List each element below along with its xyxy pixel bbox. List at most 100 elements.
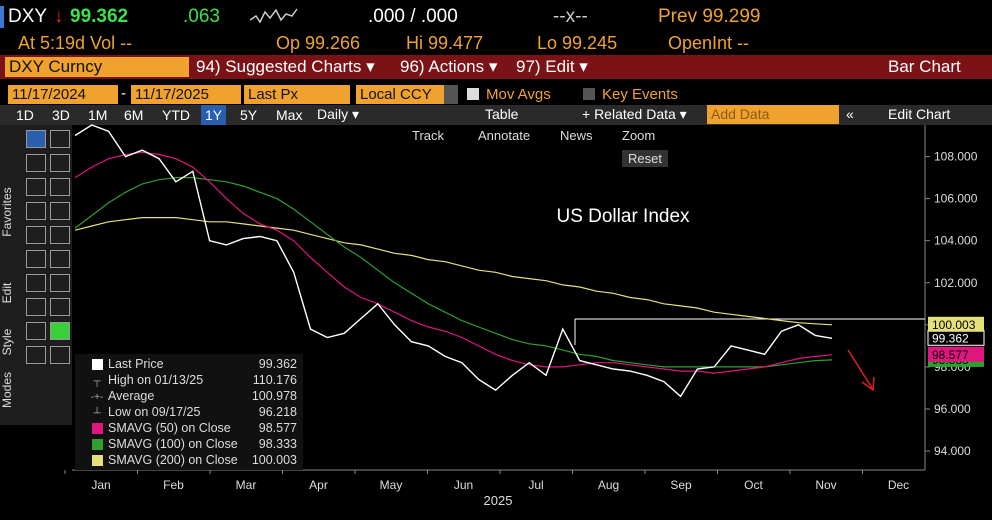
legend-value: 110.176 — [253, 373, 297, 387]
tool-button[interactable]: Reset — [622, 150, 668, 167]
legend-symbol: -+- — [91, 392, 104, 403]
tool-icon[interactable] — [26, 178, 46, 196]
x-tick-label: Jan — [91, 478, 110, 492]
price-tag — [928, 316, 984, 332]
legend-swatch — [92, 359, 103, 370]
tool-icon[interactable] — [26, 274, 46, 292]
last-price: 99.362 — [70, 6, 129, 27]
price-tag-label: 100.003 — [932, 318, 976, 332]
open: Op 99.266 — [276, 33, 361, 53]
tool-icon[interactable] — [26, 130, 46, 148]
series-line — [74, 151, 833, 374]
menu-item[interactable]: 94) Suggested Charts ▾ — [196, 57, 375, 76]
side-tab[interactable]: Style — [0, 328, 14, 356]
tool-button[interactable]: Annotate — [478, 128, 531, 143]
period-button[interactable]: Max — [276, 107, 303, 123]
change: .063 — [183, 6, 220, 27]
tool-icon[interactable] — [50, 226, 70, 244]
tool-icon[interactable] — [26, 346, 46, 364]
period-button[interactable]: 6M — [124, 107, 144, 123]
tool-icon[interactable] — [50, 322, 70, 340]
legend-value: 100.978 — [252, 389, 297, 403]
checkbox[interactable] — [467, 88, 479, 100]
legend-swatch — [92, 439, 103, 450]
high: Hi 99.477 — [406, 33, 484, 53]
tool-icon[interactable] — [26, 202, 46, 220]
security[interactable]: DXY Curncy — [5, 57, 189, 77]
key-events[interactable]: Key Events — [602, 86, 678, 103]
side-tab[interactable]: Edit — [0, 282, 14, 304]
legend-label: Average — [108, 389, 154, 403]
x-tick-label: Feb — [163, 478, 184, 492]
series-line — [74, 217, 833, 326]
period-button[interactable]: 1Y — [201, 105, 227, 125]
mov-avgs[interactable]: Mov Avgs — [486, 86, 551, 103]
tool-icon[interactable] — [50, 250, 70, 268]
menu-item[interactable]: 97) Edit ▾ — [516, 57, 588, 76]
frequency[interactable]: Daily ▾ — [317, 106, 360, 122]
x-axis-label: 2025 — [484, 493, 513, 508]
tool-icon[interactable] — [50, 274, 70, 292]
end-date[interactable]: 11/17/2025 — [131, 85, 241, 104]
period-button[interactable]: 3D — [52, 107, 70, 123]
x-tick-label: Jul — [528, 478, 543, 492]
period-button[interactable]: YTD — [162, 107, 190, 123]
tool-icon[interactable] — [26, 250, 46, 268]
price-tag-label: 98.577 — [932, 348, 969, 362]
collapse[interactable]: « — [846, 106, 854, 122]
date-dash: - — [121, 85, 126, 102]
dropdown[interactable] — [444, 85, 458, 104]
currency[interactable]: Local CCY — [356, 85, 446, 104]
legend-value: 98.577 — [259, 421, 297, 435]
tool-button[interactable]: Track — [412, 128, 445, 143]
tool-icon[interactable] — [26, 154, 46, 172]
field[interactable]: Last Px — [244, 85, 350, 104]
table[interactable]: Table — [485, 106, 519, 122]
tool-icon[interactable] — [50, 202, 70, 220]
side-tab[interactable]: Modes — [0, 371, 14, 409]
x-tick-label: Apr — [309, 478, 328, 492]
series-line — [74, 177, 833, 368]
tool-button[interactable]: Zoom — [622, 128, 656, 143]
tool-icon[interactable] — [50, 178, 70, 196]
tool-icon[interactable] — [26, 226, 46, 244]
sparkline-icon — [250, 8, 298, 24]
ticker: DXY — [8, 6, 48, 27]
period-button[interactable]: 1M — [88, 107, 108, 123]
period-button[interactable]: 5Y — [240, 107, 258, 123]
series-line — [74, 124, 833, 398]
bid-ask: .000 / .000 — [368, 6, 458, 27]
add-data[interactable]: Add Data — [707, 105, 839, 124]
tool-icon[interactable] — [26, 322, 46, 340]
x-tick-label: Jun — [454, 478, 473, 492]
legend-box — [75, 354, 303, 470]
tool-icon[interactable] — [50, 346, 70, 364]
prev: Prev 99.299 — [658, 6, 761, 27]
start-date[interactable]: 11/17/2024 — [8, 85, 118, 104]
price-tag-label: 99.362 — [932, 331, 969, 345]
side-tab[interactable]: Favorites — [0, 187, 14, 237]
chart-title: US Dollar Index — [556, 206, 690, 227]
related-data[interactable]: + Related Data ▾ — [582, 106, 687, 122]
edit-chart[interactable]: Edit Chart — [888, 106, 951, 122]
legend-label: Low on 09/17/25 — [108, 405, 200, 419]
tool-icon[interactable] — [50, 298, 70, 316]
x-tick-label: May — [380, 478, 403, 492]
legend-value: 98.333 — [259, 437, 297, 451]
period-button[interactable]: 1D — [16, 107, 34, 123]
tool-icon[interactable] — [50, 154, 70, 172]
legend-label: Last Price — [108, 357, 164, 371]
y-tick-label: 104.000 — [934, 234, 978, 248]
legend-value: 100.003 — [252, 453, 297, 467]
checkbox[interactable] — [583, 88, 595, 100]
menu-item[interactable]: 96) Actions ▾ — [400, 57, 498, 76]
tool-icon[interactable] — [26, 298, 46, 316]
tool-icon[interactable] — [50, 130, 70, 148]
legend-symbol: ┴ — [92, 406, 101, 419]
x-tick-label: Mar — [236, 478, 257, 492]
y-tick-label: 96.000 — [934, 402, 971, 416]
chart-kind[interactable]: Bar Chart — [888, 57, 961, 76]
open-interest: OpenInt -- — [668, 33, 750, 53]
tool-button[interactable]: News — [560, 128, 593, 143]
